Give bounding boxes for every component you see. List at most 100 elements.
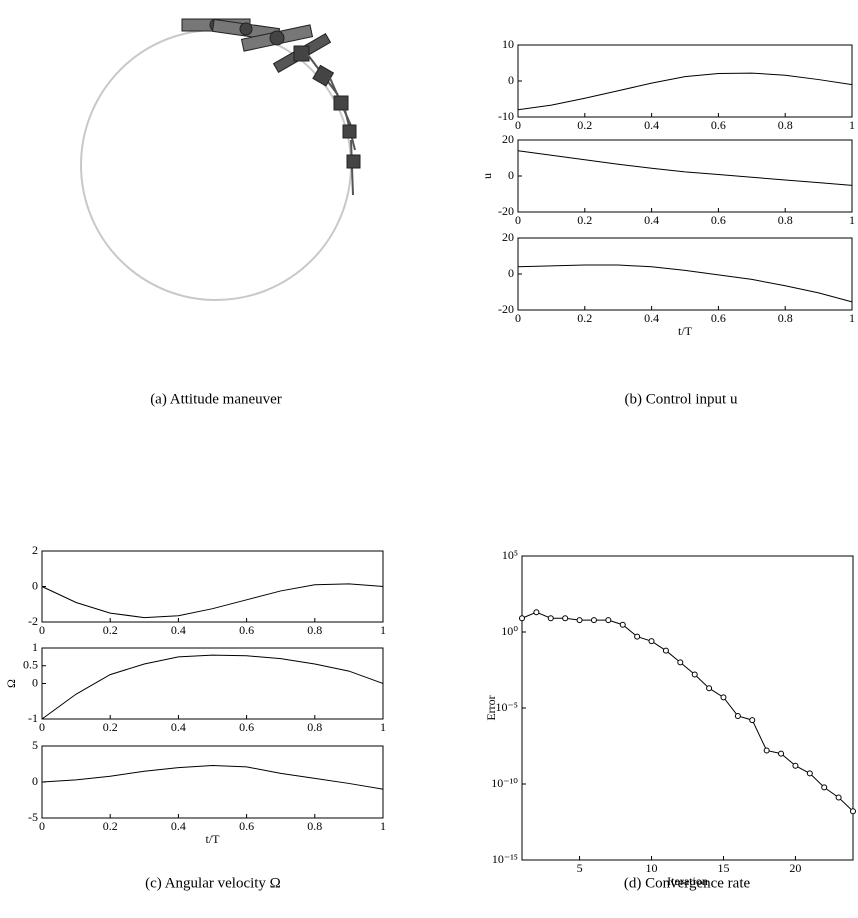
- y-tick-label: 5: [32, 738, 38, 752]
- data-line: [517, 264, 853, 303]
- axes-box: [41, 745, 384, 819]
- x-tick-label: 0.8: [307, 819, 322, 833]
- y-tick-label: 0: [508, 168, 514, 182]
- y-tick-label: 10⁵: [502, 548, 518, 562]
- x-axis-label: t/T: [206, 832, 221, 846]
- y-tick-label: 0: [32, 774, 38, 788]
- x-axis-label: Iteration: [667, 874, 708, 888]
- data-line: [517, 72, 853, 111]
- data-point: [821, 784, 828, 791]
- data-point: [806, 770, 813, 777]
- y-tick-label: 0.5: [23, 658, 38, 672]
- x-tick-label: 15: [717, 861, 729, 875]
- x-tick-label: 1: [849, 311, 855, 325]
- x-tick-label: 0.8: [778, 213, 793, 227]
- data-point: [662, 647, 669, 654]
- x-tick-label: 1: [849, 118, 855, 132]
- data-point: [706, 685, 713, 692]
- y-tick-label: 0: [32, 675, 38, 689]
- x-tick-label: 0: [39, 720, 45, 734]
- axes-box: [521, 555, 854, 861]
- data-point: [576, 617, 583, 624]
- x-tick-label: 0.4: [171, 819, 186, 833]
- y-tick-label: 10⁻¹⁰: [491, 776, 518, 790]
- axes-box: [41, 550, 384, 623]
- axes-box: [41, 647, 384, 720]
- x-tick-label: 1: [380, 720, 386, 734]
- caption: (c) Angular velocity Ω: [145, 875, 281, 891]
- axes-box: [517, 139, 853, 213]
- x-tick-label: 0.4: [644, 311, 659, 325]
- data-point: [619, 621, 626, 628]
- y-tick-label: 0: [32, 578, 38, 592]
- x-tick-label: 0.2: [103, 623, 118, 637]
- y-axis-label: Ω: [4, 679, 18, 688]
- x-axis-label: t/T: [678, 324, 693, 338]
- x-tick-label: 10: [646, 861, 658, 875]
- y-axis-label: u: [480, 173, 494, 179]
- x-tick-label: 0.6: [239, 819, 254, 833]
- data-point: [835, 794, 842, 801]
- x-tick-label: 0.8: [778, 311, 793, 325]
- x-tick-label: 0.6: [239, 720, 254, 734]
- data-point: [605, 617, 612, 624]
- data-point: [562, 615, 569, 622]
- x-tick-label: 1: [380, 819, 386, 833]
- y-tick-label: 20: [502, 230, 514, 244]
- attitude-illustration: [80, 18, 361, 301]
- x-tick-label: 0.4: [644, 213, 659, 227]
- data-line: [521, 611, 854, 812]
- x-tick-label: 0.2: [103, 720, 118, 734]
- x-tick-label: 0: [515, 118, 521, 132]
- y-tick-label: 10⁰: [501, 624, 518, 638]
- x-tick-label: 0.6: [711, 118, 726, 132]
- x-tick-label: 0.6: [711, 213, 726, 227]
- y-tick-label: -1: [28, 711, 38, 725]
- data-point: [720, 694, 727, 701]
- x-tick-label: 5: [577, 861, 583, 875]
- x-tick-label: 0.4: [644, 118, 659, 132]
- x-tick-label: 0.6: [239, 623, 254, 637]
- x-tick-label: 0.4: [171, 720, 186, 734]
- x-tick-label: 0: [39, 819, 45, 833]
- caption: (b) Control input u: [625, 391, 738, 407]
- y-tick-label: 10⁻¹⁵: [492, 852, 518, 866]
- y-axis-label: Error: [484, 695, 498, 720]
- caption: (a) Attitude maneuver: [150, 391, 282, 407]
- caption: (d) Convergence rate: [624, 875, 751, 891]
- y-tick-label: 1: [32, 640, 38, 654]
- x-tick-label: 0: [39, 623, 45, 637]
- x-tick-label: 0.8: [307, 720, 322, 734]
- y-tick-label: 2: [32, 543, 38, 557]
- y-tick-label: -2: [28, 614, 38, 628]
- data-line: [41, 764, 384, 790]
- x-tick-label: 0.2: [103, 819, 118, 833]
- x-tick-label: 0.6: [711, 311, 726, 325]
- data-line: [41, 654, 384, 720]
- axes-box: [517, 237, 853, 311]
- x-tick-label: 0.8: [307, 623, 322, 637]
- axes-box: [517, 44, 853, 118]
- data-point: [590, 617, 597, 624]
- data-point: [778, 750, 785, 757]
- y-tick-label: -20: [498, 204, 514, 218]
- data-point: [519, 615, 525, 622]
- x-tick-label: 0.2: [577, 118, 592, 132]
- y-tick-label: -5: [28, 810, 38, 824]
- x-tick-label: 0: [515, 311, 521, 325]
- data-point: [763, 747, 770, 754]
- data-point: [547, 615, 554, 622]
- data-line: [517, 150, 853, 186]
- orbit-circle: [80, 29, 352, 301]
- x-tick-label: 20: [789, 861, 801, 875]
- x-tick-label: 1: [849, 213, 855, 227]
- data-point: [634, 633, 641, 640]
- data-point: [734, 712, 741, 719]
- satellites: [181, 18, 361, 196]
- y-tick-label: -20: [498, 302, 514, 316]
- x-tick-label: 0.2: [577, 213, 592, 227]
- x-tick-label: 0.2: [577, 311, 592, 325]
- data-point: [677, 659, 684, 666]
- data-point: [749, 717, 756, 724]
